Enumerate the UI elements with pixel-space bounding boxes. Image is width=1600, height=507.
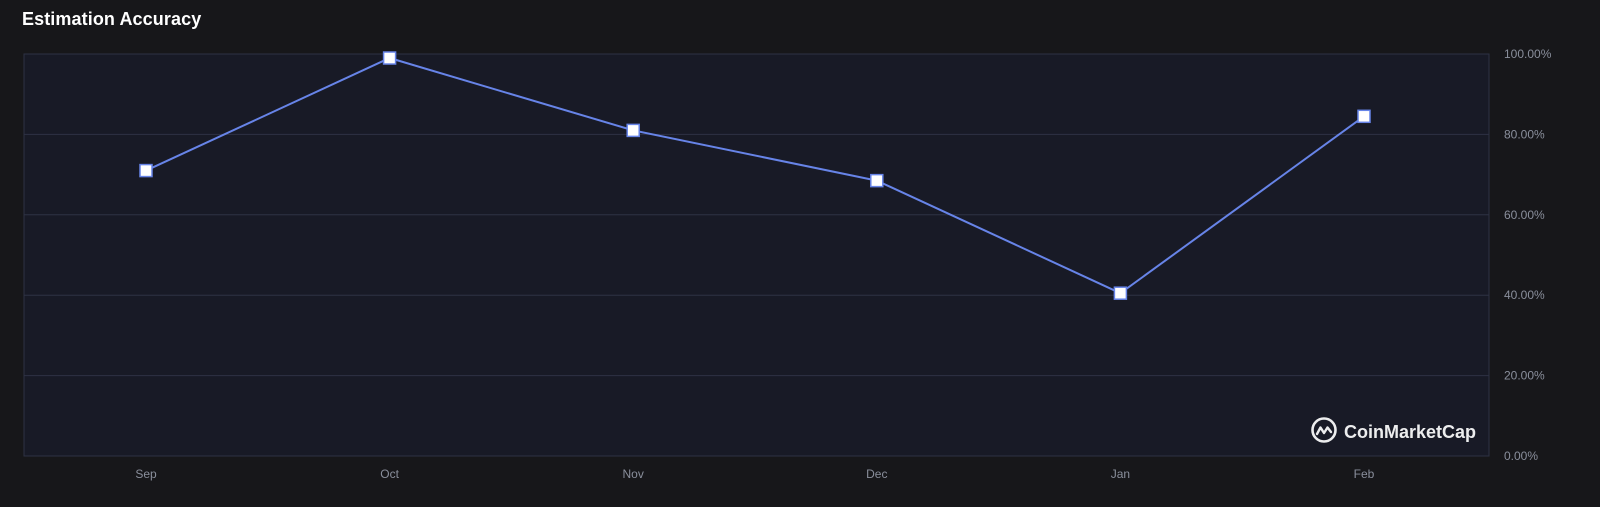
data-point-marker[interactable] (626, 123, 640, 138)
series-lines (145, 57, 1365, 295)
grid-lines (24, 133, 1489, 377)
x-tick-label: Feb (1354, 467, 1375, 481)
series-line (145, 57, 1365, 295)
y-axis-ticks: 0.00% 20.00% 40.00% 60.00% 80.00% 100.00% (1504, 47, 1552, 463)
data-point-marker[interactable] (870, 173, 884, 188)
plot-area (23, 53, 1490, 457)
coinmarketcap-logo-icon (1310, 416, 1338, 449)
x-axis-ticks: Sep Oct Nov Dec Jan Feb (135, 467, 1374, 481)
data-point-marker[interactable] (1357, 109, 1371, 124)
data-point-marker[interactable] (382, 51, 397, 65)
x-tick-label: Nov (623, 467, 644, 481)
y-tick-label: 100.00% (1504, 47, 1552, 61)
series-points (139, 51, 1371, 300)
data-point-marker[interactable] (1113, 286, 1128, 300)
y-tick-label: 60.00% (1504, 208, 1545, 222)
y-tick-label: 20.00% (1504, 369, 1545, 383)
x-tick-label: Oct (380, 467, 399, 481)
x-tick-label: Sep (135, 467, 157, 481)
x-tick-label: Jan (1111, 467, 1130, 481)
y-tick-label: 40.00% (1504, 288, 1545, 302)
chart-title: Estimation Accuracy (22, 9, 202, 29)
x-tick-label: Dec (866, 467, 887, 481)
watermark-text: CoinMarketCap (1343, 422, 1476, 442)
y-tick-label: 80.00% (1504, 127, 1545, 141)
coinmarketcap-watermark: CoinMarketCap (1310, 416, 1476, 449)
y-tick-label: 0.00% (1504, 449, 1538, 463)
data-point-marker[interactable] (139, 163, 153, 178)
